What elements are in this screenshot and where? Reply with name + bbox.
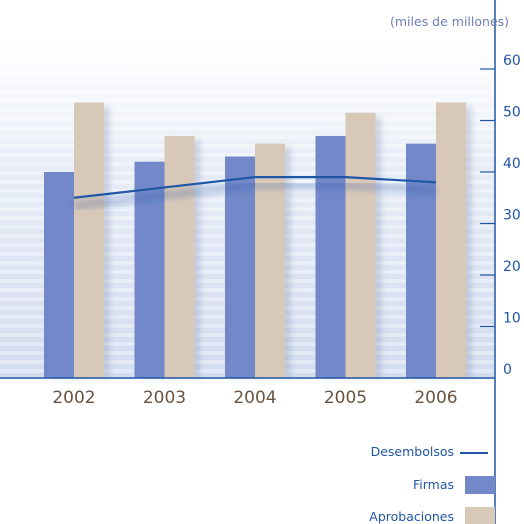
line-desembolsos-shadow xyxy=(73,181,437,210)
x-tick-label-2005: 2005 xyxy=(324,388,367,408)
legend-label-desembolsos: Desembolsos xyxy=(370,444,454,459)
axes-group xyxy=(0,0,496,524)
y-tick-label-40: 40 xyxy=(503,156,521,172)
bar-firmas-2002 xyxy=(44,172,74,378)
x-tick-label-2002: 2002 xyxy=(52,388,95,408)
y-tick-label-20: 20 xyxy=(503,259,521,275)
y-tick-label-50: 50 xyxy=(503,105,521,121)
bar-aprobaciones-2006 xyxy=(436,102,466,378)
legend-swatch-aprobaciones xyxy=(465,507,495,524)
legend-swatch-firmas xyxy=(465,476,495,494)
x-tick-label-2006: 2006 xyxy=(414,388,457,408)
y-tick-label-0: 0 xyxy=(503,362,512,378)
bar-firmas-2005 xyxy=(315,135,346,378)
bar-aprobaciones-2002 xyxy=(74,102,104,378)
unit-label: (miles de millones) xyxy=(390,14,510,29)
y-tick-label-30: 30 xyxy=(503,208,521,224)
legend-label-firmas: Firmas xyxy=(412,477,454,492)
bar-firmas-2004 xyxy=(225,156,255,378)
tick-group: 0 10 20 30 40 50 60 xyxy=(480,53,521,378)
y-tick-label-60: 60 xyxy=(503,53,521,69)
bar-aprobaciones-2003 xyxy=(164,135,195,378)
bar-firmas-2006 xyxy=(406,143,436,378)
bar-aprobaciones-2004 xyxy=(255,143,285,378)
legend-label-aprobaciones: Aprobaciones xyxy=(369,509,454,524)
x-tick-label-2003: 2003 xyxy=(143,388,186,408)
line-group xyxy=(73,176,437,210)
legend-swatch-desembolsos xyxy=(460,452,488,454)
bar-aprobaciones-2005 xyxy=(345,112,376,379)
line-desembolsos xyxy=(73,176,437,199)
x-tick-label-2004: 2004 xyxy=(233,388,276,408)
x-labels-group: 2002 2003 2004 2005 2006 xyxy=(52,388,457,408)
y-tick-label-10: 10 xyxy=(503,311,521,327)
